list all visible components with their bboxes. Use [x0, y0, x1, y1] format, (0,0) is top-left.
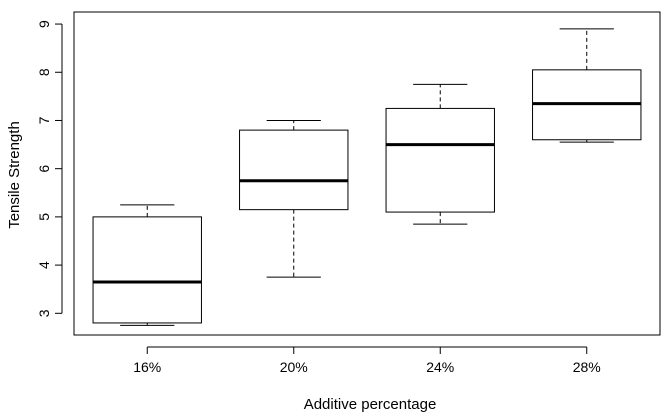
x-tick-label: 24% [426, 359, 454, 375]
iqr-box [385, 107, 495, 213]
iqr-box [92, 216, 202, 324]
x-tick-label: 20% [280, 359, 308, 375]
y-tick-label: 6 [36, 165, 52, 173]
box-group [239, 119, 349, 278]
x-axis: 16% 20% 24% 28% [133, 346, 601, 375]
y-tick-label: 5 [36, 213, 52, 221]
y-tick-label: 3 [36, 309, 52, 317]
y-tick-label: 7 [36, 116, 52, 124]
y-axis: 3 4 5 6 7 8 9 [36, 20, 63, 317]
y-tick-label: 9 [36, 20, 52, 28]
plot-frame [73, 11, 661, 336]
y-axis-title: Tensile Strength [6, 121, 23, 229]
x-tick-label: 28% [573, 359, 601, 375]
y-tick-label: 4 [36, 261, 52, 269]
iqr-box [239, 129, 349, 211]
y-tick-label: 8 [36, 68, 52, 76]
box-group [532, 28, 642, 143]
x-tick-label: 16% [133, 359, 161, 375]
box-group [385, 83, 495, 225]
x-axis-title: Additive percentage [304, 396, 437, 413]
boxes-layer [92, 28, 642, 326]
box-group [92, 204, 202, 326]
